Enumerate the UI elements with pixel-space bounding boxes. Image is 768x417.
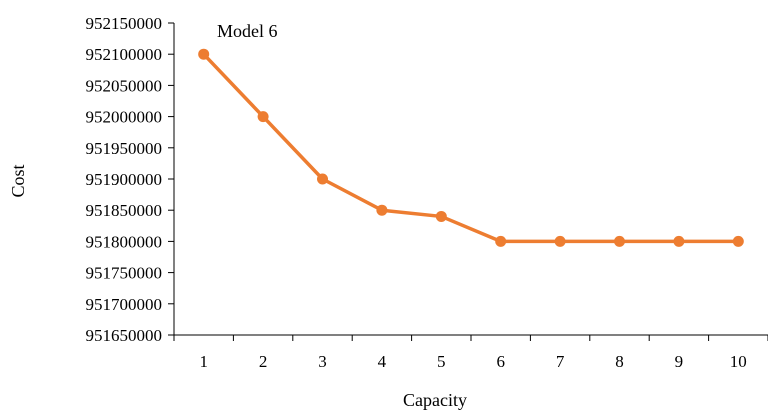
y-tick-label: 951800000 (86, 232, 163, 251)
y-axis-ticks: 951650000 951700000 951750000 951800000 9518… (86, 14, 174, 345)
axes (173, 23, 768, 336)
y-tick-label: 951750000 (86, 264, 163, 283)
data-point (732, 235, 744, 247)
x-tick-label: 7 (556, 352, 565, 371)
y-tick-label: 952100000 (86, 45, 163, 64)
x-tick-label: 2 (259, 352, 268, 371)
data-point (198, 48, 210, 60)
y-tick-label: 952150000 (86, 14, 163, 33)
series-group (198, 48, 744, 247)
x-tick-label: 9 (675, 352, 684, 371)
y-tick-label: 951700000 (86, 295, 163, 314)
x-tick-label: 4 (378, 352, 387, 371)
x-tick-label: 10 (730, 352, 747, 371)
data-point (673, 235, 685, 247)
y-tick-label: 951900000 (86, 170, 163, 189)
x-tick-label: 6 (496, 352, 505, 371)
data-point (376, 204, 388, 216)
y-tick-label: 951650000 (86, 326, 163, 345)
y-tick-label: 951850000 (86, 201, 163, 220)
y-axis-title: Cost (8, 164, 28, 197)
y-tick-label: 952050000 (86, 76, 163, 95)
data-point (257, 111, 269, 123)
x-axis-title: Capacity (403, 390, 467, 410)
data-point (317, 173, 328, 185)
data-point (554, 235, 566, 247)
x-axis-ticks: 1 2 3 4 5 6 7 8 9 10 (173, 335, 768, 371)
data-point (614, 235, 625, 247)
data-point (495, 235, 507, 247)
y-tick-label: 951950000 (86, 139, 163, 158)
chart-annotation: Model 6 (217, 21, 278, 41)
data-point (435, 210, 447, 222)
x-tick-label: 8 (615, 352, 624, 371)
x-tick-label: 1 (199, 352, 208, 371)
series-line (202, 52, 739, 244)
y-tick-label: 952000000 (86, 108, 163, 127)
x-tick-label: 5 (437, 352, 446, 371)
x-tick-label: 3 (318, 352, 327, 371)
